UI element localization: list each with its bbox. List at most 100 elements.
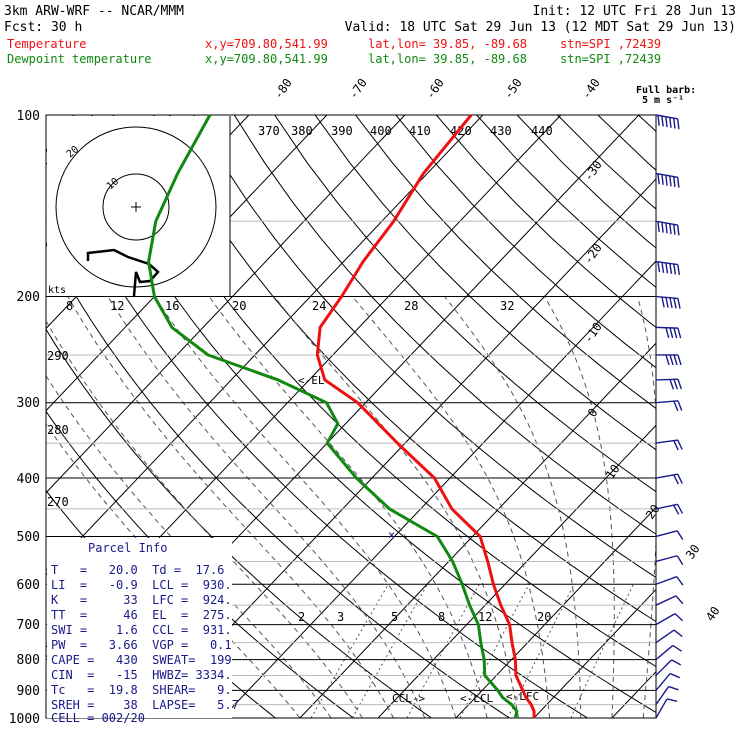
moist-adiabat: [444, 296, 582, 718]
barb-flag: [669, 263, 673, 274]
legend-temperature-name: Temperature: [7, 37, 86, 51]
mixing-ratio-label-32: 32: [500, 299, 514, 313]
theta-e-label-440: 440: [531, 124, 553, 138]
isotherm-line: [46, 115, 484, 576]
barb-flag: [665, 262, 669, 274]
wind-barb: [655, 400, 683, 412]
barb-flag: [673, 379, 678, 390]
parcel-info-title: Parcel Info: [88, 541, 167, 555]
wind-barb: [655, 685, 679, 705]
pressure-label-200: 200: [17, 290, 40, 305]
barb-flag: [676, 177, 680, 188]
pressure-label-1000: 1000: [9, 712, 40, 727]
barb-flag: [673, 629, 683, 638]
dry-adiabat: [516, 115, 656, 249]
isotherm-line: [299, 342, 656, 718]
isotherm-top--70: -70: [346, 76, 370, 102]
barb-staff: [655, 629, 675, 644]
isotherm-right-40: 40: [703, 604, 723, 624]
isotherm-line: [377, 424, 656, 718]
legend-dewpoint-name: Dewpoint temperature: [7, 52, 152, 66]
legend: Temperature x,y=709.80,541.99 lat,lon= 3…: [7, 37, 661, 66]
pressure-label-900: 900: [17, 684, 40, 699]
isotherm-line: [455, 506, 656, 718]
barb-flag: [677, 264, 681, 276]
legend-dewpoint-latlon: lat,lon= 39.85, -89.68: [368, 52, 527, 66]
dry-adiabat: [476, 115, 656, 289]
barb-flag: [669, 223, 672, 235]
pressure-axis: 100 200 300 400 500 600 700 800 900 1000: [9, 109, 40, 727]
theta-e-label-380: 380: [291, 124, 313, 138]
barb-flag: [673, 176, 676, 188]
moist-adiabat: [544, 296, 615, 718]
wind-barb: [655, 644, 682, 661]
barb-flag: [657, 221, 660, 232]
mixing-ratio-bottom-3: 3: [337, 610, 344, 624]
moist-adiabat: [46, 374, 332, 718]
barb-flag: [672, 504, 680, 515]
wind-barb: [655, 172, 680, 188]
barb-flag: [673, 474, 680, 485]
pressure-label-500: 500: [17, 530, 40, 545]
parcel-info-row: TT = 46 EL = 275.: [51, 608, 232, 622]
barb-flag: [671, 659, 682, 666]
forecast-hour: Fcst: 30 h: [4, 20, 82, 35]
barb-flag: [669, 379, 675, 390]
parcel-info-row: LI = -0.9 LCL = 930.: [51, 578, 232, 592]
parcel-info-row: PW = 3.66 VGP = 0.1: [51, 638, 232, 652]
isotherm-top--40: -40: [579, 76, 603, 102]
barb-flag: [665, 297, 669, 308]
parcel-info-row: T = 20.0 Td = 17.6: [51, 563, 224, 577]
dewpoint-profile: [147, 114, 519, 719]
mixing-ratio-bottom-2: 2: [298, 610, 305, 624]
barb-flag: [657, 115, 660, 126]
barb-flag: [673, 440, 679, 451]
isotherm-line: [46, 115, 406, 494]
barb-flag: [673, 354, 678, 366]
barb-flag: [665, 327, 670, 338]
barb-flag: [665, 116, 668, 128]
barb-flag: [676, 530, 684, 541]
dry-adiabat: [435, 115, 656, 328]
wind-barb: [655, 576, 684, 586]
valid-time: Valid: 18 UTC Sat 29 Jun 13 (12 MDT Sat …: [345, 20, 736, 35]
barb-staff: [655, 530, 678, 538]
parcel-info-row: SREH = 38 LAPSE= 5.7: [51, 698, 239, 712]
dry-adiabat: [679, 115, 740, 718]
wind-barb: [655, 220, 680, 236]
mixing-ratio-label-8: 8: [66, 299, 73, 313]
barb-flag: [677, 378, 682, 390]
barb-flag: [674, 613, 684, 622]
ccl-annotation: CCL->: [392, 692, 425, 705]
wind-barb: [655, 672, 681, 691]
barb-flag: [675, 595, 684, 605]
barb-flag: [676, 118, 680, 130]
dry-adiabat: [233, 115, 656, 535]
pressure-label-300: 300: [17, 396, 40, 411]
wind-barb: [655, 698, 678, 719]
barb-flag: [665, 175, 668, 186]
temperature-profile: [315, 114, 536, 719]
mixing-ratio-bottom-8: 8: [438, 610, 445, 624]
dry-adiabat-label-290: 290: [47, 349, 69, 363]
dry-adiabat: [557, 115, 656, 210]
barb-flag: [676, 503, 684, 514]
pressure-label-400: 400: [17, 472, 40, 487]
skewt-grid: [46, 115, 740, 718]
parcel-marker: ×: [388, 528, 395, 542]
isotherm-right-30: 30: [683, 542, 703, 562]
barb-staff: [655, 644, 674, 661]
mixing-ratio-bottom-12: 12: [478, 610, 492, 624]
barb-key-line1: Full barb:: [636, 85, 696, 96]
isotherm-right--20: -20: [581, 241, 605, 267]
dry-adiabat-label-280: 280: [47, 423, 69, 437]
barb-flag: [673, 400, 679, 412]
wind-barb: [655, 555, 684, 565]
barb-flag: [672, 644, 682, 652]
pressure-label-800: 800: [17, 653, 40, 668]
wind-barb: [655, 114, 680, 130]
wind-barb: [655, 439, 683, 451]
theta-e-label-410: 410: [409, 124, 431, 138]
mixing-ratio-label-28: 28: [404, 299, 418, 313]
barb-flag: [669, 117, 672, 128]
